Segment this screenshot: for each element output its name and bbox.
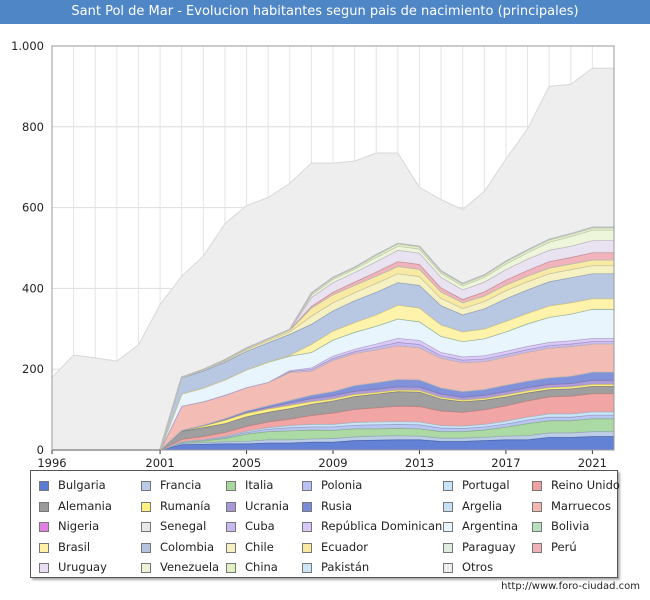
- legend-label: Pakistán: [321, 560, 370, 574]
- legend-label: Argelia: [462, 498, 503, 513]
- legend-label: Francia: [160, 478, 202, 492]
- series-area-rusia: [52, 372, 614, 450]
- legend-swatch: [226, 563, 236, 573]
- legend-swatch: [443, 481, 453, 491]
- legend-swatch: [226, 542, 236, 553]
- legend-label: Bolivia: [551, 519, 590, 533]
- series-area-colombia: [52, 273, 614, 450]
- legend-label: República Dominicana: [321, 519, 450, 533]
- legend-label: Rusia: [321, 498, 352, 513]
- chart-legend: Bulgaria Francia Italia Polonia Portugal Rein…: [30, 470, 620, 578]
- legend-swatch: [302, 481, 312, 491]
- legend-label: Bulgaria: [58, 478, 106, 492]
- legend-swatch: [532, 542, 542, 553]
- legend-label: Colombia: [160, 539, 215, 554]
- series-area-brasil: [52, 298, 614, 450]
- area-chart: 0 200 400 600 800 1.000 1996 2001 2005 2009 2013 20…: [11, 39, 615, 470]
- source-footer: http://www.foro-ciudad.com: [501, 581, 640, 592]
- plot-border: [51, 45, 615, 451]
- legend-label: Argentina: [462, 519, 519, 533]
- y-tick-label: 600: [22, 201, 44, 215]
- legend-swatch: [141, 542, 151, 553]
- series-area-ecuador: [52, 259, 614, 450]
- x-tick-label: 2021: [578, 456, 607, 470]
- legend-label: Brasil: [58, 539, 91, 554]
- x-tick-label: 1996: [37, 456, 66, 470]
- legend-label: Portugal: [462, 478, 510, 492]
- series-area-uruguay: [52, 240, 614, 450]
- legend-swatch: [141, 481, 151, 491]
- legend-label: Cuba: [245, 519, 275, 533]
- y-tick-label: 200: [22, 362, 44, 376]
- series-area-alemania: [52, 386, 614, 450]
- legend-swatch: [39, 563, 49, 573]
- y-tick-label: 400: [22, 281, 44, 295]
- legend-swatch: [532, 522, 542, 532]
- legend-swatch: [302, 542, 312, 553]
- series-area-ruman-a: [52, 384, 614, 450]
- legend-label: Italia: [245, 478, 274, 492]
- legend-swatch: [141, 501, 151, 512]
- series-area-chile: [52, 265, 614, 450]
- legend-swatch: [443, 522, 453, 532]
- legend-label: Ucrania: [245, 498, 290, 513]
- legend-swatch: [443, 501, 453, 512]
- y-tick-label: 800: [22, 120, 44, 134]
- legend-swatch: [226, 501, 236, 512]
- legend-label: Venezuela: [160, 560, 220, 574]
- x-tick-label: 2017: [491, 456, 520, 470]
- legend-swatch: [39, 481, 49, 491]
- legend-swatch: [141, 522, 151, 532]
- x-tick-label: 2013: [405, 456, 434, 470]
- legend-swatch: [141, 563, 151, 573]
- legend-swatch: [443, 563, 453, 573]
- legend-label: Rumanía: [160, 498, 211, 513]
- legend-swatch: [39, 542, 49, 553]
- legend-swatch: [39, 522, 49, 532]
- legend-label: Uruguay: [58, 560, 107, 574]
- x-tick-label: 2009: [318, 456, 347, 470]
- series-area-reino-unido: [52, 393, 614, 450]
- series-area-venezuela: [52, 229, 614, 450]
- chart-title: Sant Pol de Mar - Evolucion habitantes s…: [0, 0, 650, 24]
- legend-swatch: [226, 522, 236, 532]
- series-area-bulgaria: [52, 436, 614, 450]
- legend-swatch: [226, 481, 236, 491]
- legend-label: Senegal: [160, 519, 207, 533]
- series-area-portugal: [52, 411, 614, 450]
- legend-label: Polonia: [321, 478, 363, 492]
- y-tick-label: 1.000: [11, 39, 44, 53]
- x-tick-label: 2001: [145, 456, 174, 470]
- y-tick-label: 0: [37, 443, 44, 457]
- legend-label: Marruecos: [551, 498, 611, 513]
- series-area-francia: [52, 431, 614, 450]
- legend-label: China: [245, 560, 278, 574]
- legend-label: Otros: [462, 560, 494, 574]
- legend-label: Chile: [245, 539, 274, 554]
- legend-swatch: [39, 501, 49, 512]
- series-area-ucrania: [52, 380, 614, 450]
- legend-swatch: [302, 522, 312, 532]
- legend-label: Ecuador: [321, 539, 368, 554]
- legend-label: Reino Unido: [551, 478, 620, 492]
- legend-label: Paraguay: [462, 539, 516, 554]
- legend-label: Nigeria: [58, 519, 100, 533]
- legend-label: Perú: [551, 539, 577, 554]
- legend-swatch: [443, 542, 453, 553]
- x-tick-label: 2005: [232, 456, 261, 470]
- legend-swatch: [302, 563, 312, 573]
- series-area-argentina: [52, 309, 614, 450]
- series-area-marruecos: [52, 343, 614, 450]
- legend-swatch: [532, 501, 542, 512]
- legend-swatch: [302, 501, 312, 512]
- legend-swatch: [532, 481, 542, 491]
- legend-label: Alemania: [58, 498, 112, 513]
